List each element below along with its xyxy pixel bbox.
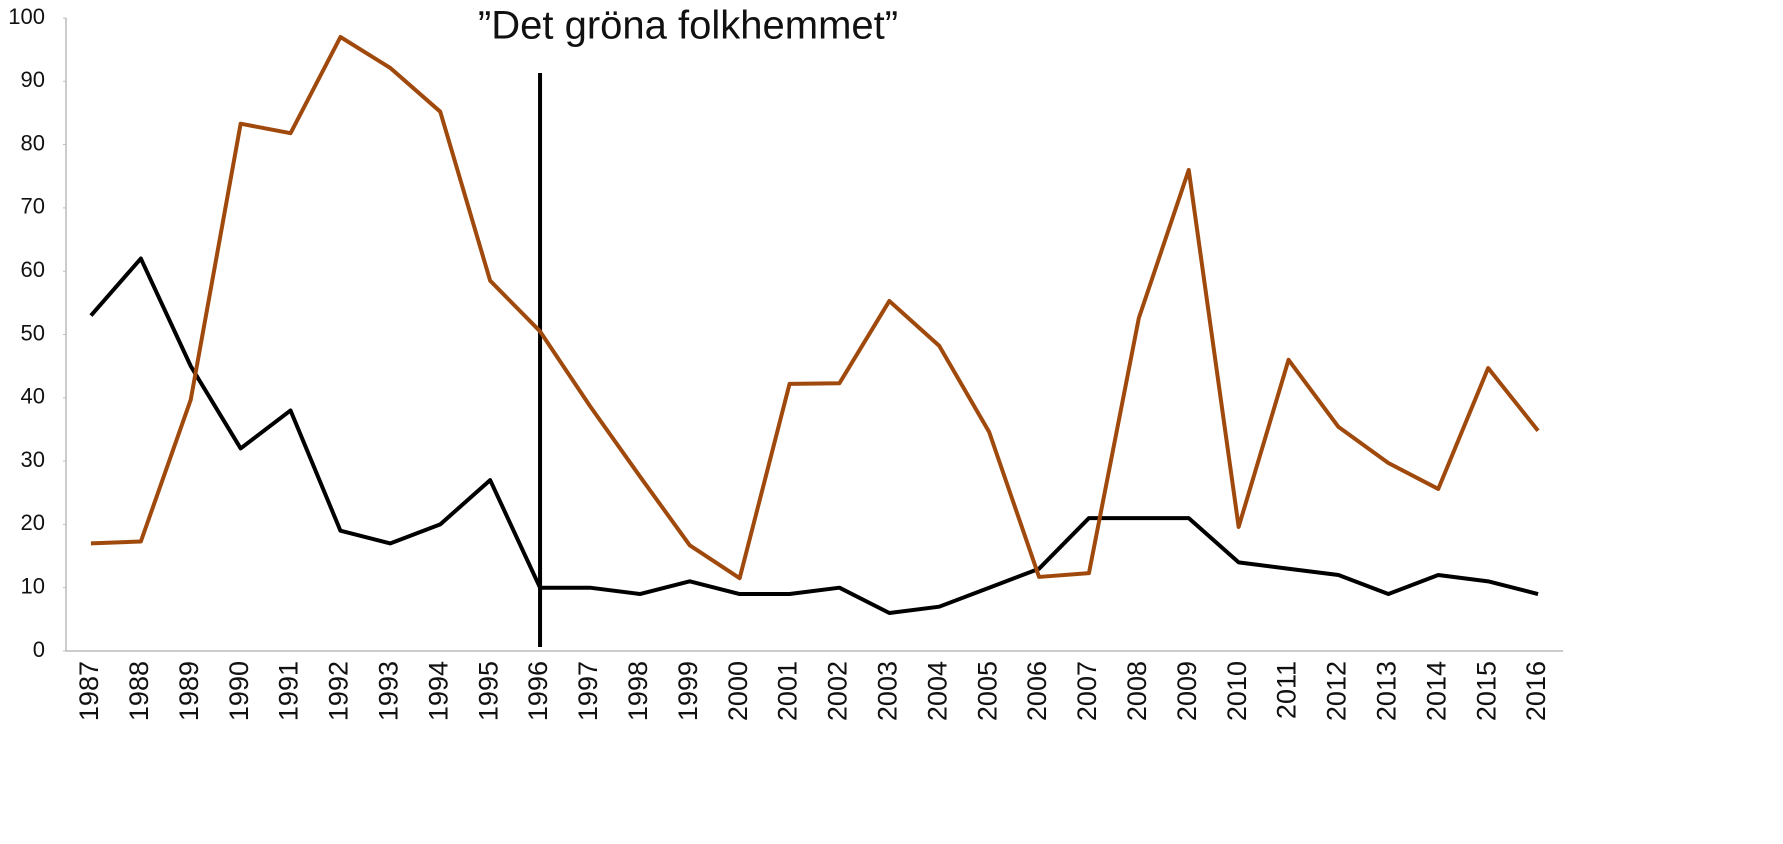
x-tick-label: 2000	[723, 661, 753, 721]
x-tick-label: 1989	[174, 661, 204, 721]
x-tick-label: 2013	[1371, 661, 1401, 721]
x-tick-label: 1988	[124, 661, 154, 721]
x-tick-label: 2016	[1521, 661, 1551, 721]
x-tick-label: 2010	[1222, 661, 1252, 721]
y-tick-label: 10	[21, 574, 45, 599]
x-tick-label: 1992	[324, 661, 354, 721]
x-tick-label: 1994	[423, 661, 453, 721]
x-tick-label: 1991	[274, 661, 304, 721]
x-tick-label: 1993	[373, 661, 403, 721]
x-tick-label: 1996	[523, 661, 553, 721]
x-tick-label: 1995	[473, 661, 503, 721]
y-tick-label: 90	[21, 67, 45, 92]
x-tick-label: 2002	[823, 661, 853, 721]
y-tick-label: 80	[21, 130, 45, 155]
series-line	[90, 34, 1540, 581]
x-tick-label: 1999	[673, 661, 703, 721]
y-tick-label: 30	[21, 447, 45, 472]
y-tick-label: 100	[8, 4, 45, 29]
y-tick-label: 20	[21, 510, 45, 535]
x-tick-label: 2015	[1471, 661, 1501, 721]
x-tick-label: 1997	[573, 661, 603, 721]
x-tick-label: 2008	[1122, 661, 1152, 721]
x-tick-label: 2005	[972, 661, 1002, 721]
x-tick-label: 2012	[1322, 661, 1352, 721]
x-tick-label: 2003	[872, 661, 902, 721]
annotation-text: ”Det gröna folkhemmet”	[478, 4, 898, 48]
x-tick-label: 2011	[1272, 661, 1302, 719]
x-tick-label: 2014	[1421, 661, 1451, 721]
y-tick-label: 60	[21, 257, 45, 282]
y-tick-label: 0	[33, 637, 45, 662]
y-tick-label: 70	[21, 194, 45, 219]
series-line	[89, 256, 1539, 616]
y-tick-label: 40	[21, 384, 45, 409]
x-tick-label: 1998	[623, 661, 653, 721]
x-tick-label: 2009	[1172, 661, 1202, 721]
x-tick-label: 2004	[922, 661, 952, 721]
x-tick-label: 2006	[1022, 661, 1052, 721]
y-tick-label: 50	[21, 320, 45, 345]
x-tick-label: 2001	[773, 661, 803, 721]
x-tick-label: 2007	[1072, 661, 1102, 721]
x-tick-label: 1987	[74, 661, 104, 721]
x-tick-label: 1990	[224, 661, 254, 721]
